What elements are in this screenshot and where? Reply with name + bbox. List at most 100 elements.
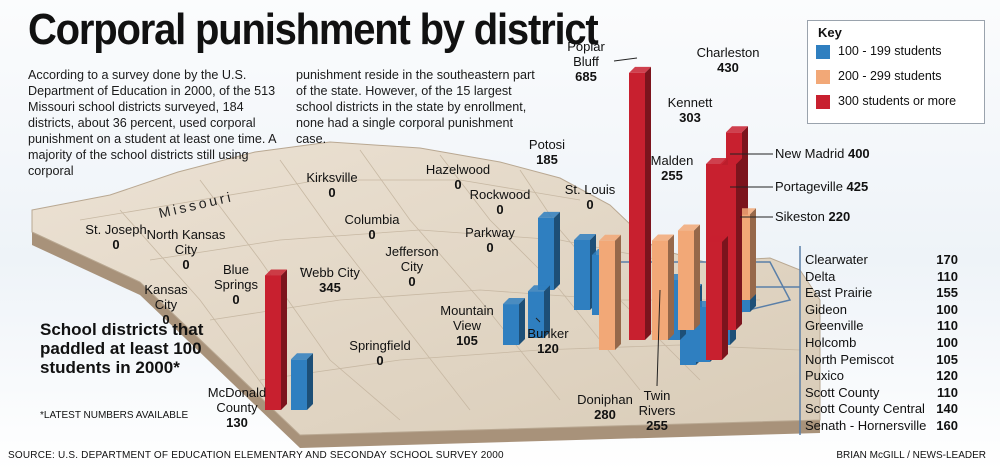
legend-label: 100 - 199 students xyxy=(838,44,942,58)
bar-top xyxy=(652,234,674,241)
bar-top xyxy=(503,298,525,305)
bar-side xyxy=(519,298,525,345)
bar-twin-rivers xyxy=(652,234,674,340)
bar-front xyxy=(528,291,544,338)
bar-mcdonald-county xyxy=(291,353,313,410)
bar-top xyxy=(599,234,621,241)
table-row-name: Scott County xyxy=(805,384,880,400)
table-row-name: Gideon xyxy=(805,301,847,317)
bar-top xyxy=(265,269,287,276)
label-kansas-city: Kansas City 0 xyxy=(144,282,187,327)
district-name: Potosi xyxy=(528,137,566,152)
table-row-value: 155 xyxy=(936,285,958,301)
table-row-value: 105 xyxy=(936,351,958,367)
table-row-value: 110 xyxy=(937,318,958,334)
label-kirksville: Kirksville 0 xyxy=(306,170,357,200)
table-row-name: Clearwater xyxy=(805,252,868,267)
table-row-name: Puxico xyxy=(805,368,845,384)
bar-side xyxy=(615,234,621,350)
bar-kennett xyxy=(706,235,728,360)
label-kennett: Kennett 303 xyxy=(668,95,713,125)
district-name: St. Louis xyxy=(564,182,616,197)
legend: Key 100 - 199 students 200 - 299 student… xyxy=(807,20,985,124)
district-name: Springfield xyxy=(349,338,411,353)
bar-side xyxy=(736,158,742,330)
label-webb-city: Webb City 345 xyxy=(300,265,360,295)
table-row-name: Greenville xyxy=(805,318,864,334)
table-row-value: 100 xyxy=(936,335,958,350)
bar-potosi xyxy=(538,211,560,290)
district-name: Hazelwood xyxy=(425,162,491,177)
table-row-name: Scott County Central xyxy=(805,401,925,417)
bar-malden xyxy=(678,224,700,330)
district-name: Mountain View xyxy=(440,303,494,333)
label-jefferson-city: Jefferson City 0 xyxy=(385,244,438,289)
district-name: McDonald County xyxy=(207,385,267,415)
page-title: Corporal punishment by district xyxy=(28,6,599,54)
label-bunker: Bunker 120 xyxy=(527,326,568,356)
bar-front xyxy=(678,230,694,330)
bar-side xyxy=(668,234,674,340)
table-row-value: 110 xyxy=(937,268,958,284)
bar-front xyxy=(291,359,307,410)
bar-poplar-bluff xyxy=(629,66,651,340)
district-value: 0 xyxy=(368,227,376,242)
bar-side xyxy=(750,208,756,300)
district-value: 425 xyxy=(846,179,869,194)
bar-webb-city xyxy=(265,269,287,410)
bar-side xyxy=(645,66,651,340)
district-value: 280 xyxy=(594,407,616,422)
label-hazelwood: Hazelwood 0 xyxy=(426,162,490,192)
district-value: 0 xyxy=(408,274,416,289)
district-value: 0 xyxy=(496,202,504,217)
bar-top xyxy=(720,158,742,165)
district-value: 255 xyxy=(661,168,683,183)
district-name: Blue Springs xyxy=(213,262,259,292)
footnote: *LATEST NUMBERS AVAILABLE xyxy=(40,410,189,421)
table-row-value: 110 xyxy=(937,384,958,400)
leader-line xyxy=(299,267,305,270)
leader-line xyxy=(656,289,661,387)
label-mountain-view: Mountain View 105 xyxy=(440,303,493,348)
table-row-name: East Prairie xyxy=(805,285,873,301)
table-row-value: 160 xyxy=(936,418,958,433)
district-value: 0 xyxy=(162,312,170,327)
district-name: Kansas City xyxy=(144,282,188,312)
label-rockwood: Rockwood 0 xyxy=(470,187,531,217)
callout-text: School districts that paddled at least 1… xyxy=(40,320,204,377)
bar-top xyxy=(291,353,313,360)
credit-line: BRIAN McGILL / NEWS-LEADER xyxy=(836,450,986,461)
bar-top xyxy=(538,211,560,218)
district-value: 120 xyxy=(537,341,559,356)
label-north-kansas-city: North Kansas City 0 xyxy=(147,227,226,272)
bar-top xyxy=(726,126,748,133)
district-name: Rockwood xyxy=(469,187,531,202)
district-value: 400 xyxy=(847,146,870,161)
district-name: Kennett xyxy=(667,95,713,110)
legend-swatch xyxy=(816,70,830,84)
label-new-madrid: New Madrid 400 xyxy=(775,146,870,161)
bar-front xyxy=(574,240,590,310)
district-name: Jefferson City xyxy=(385,244,439,274)
label-parkway: Parkway 0 xyxy=(465,225,515,255)
label-malden: Malden 255 xyxy=(651,153,694,183)
leader-line xyxy=(535,317,541,323)
legend-title: Key xyxy=(818,25,842,40)
map-side xyxy=(32,232,820,448)
district-name: Charleston xyxy=(696,45,760,60)
district-value: 430 xyxy=(717,60,739,75)
bar-top xyxy=(629,66,651,73)
district-value: 345 xyxy=(319,280,341,295)
bar-side xyxy=(544,285,550,338)
bar-front xyxy=(706,241,722,360)
table-row-name: Delta xyxy=(805,268,836,284)
label-potosi: Potosi 185 xyxy=(529,137,565,167)
table-row-value: 120 xyxy=(936,368,958,384)
bar-side xyxy=(694,224,700,330)
district-value: 303 xyxy=(679,110,701,125)
label-springfield: Springfield 0 xyxy=(349,338,410,368)
district-value: 0 xyxy=(486,240,494,255)
district-value: 0 xyxy=(376,353,384,368)
district-value: 685 xyxy=(575,69,597,84)
